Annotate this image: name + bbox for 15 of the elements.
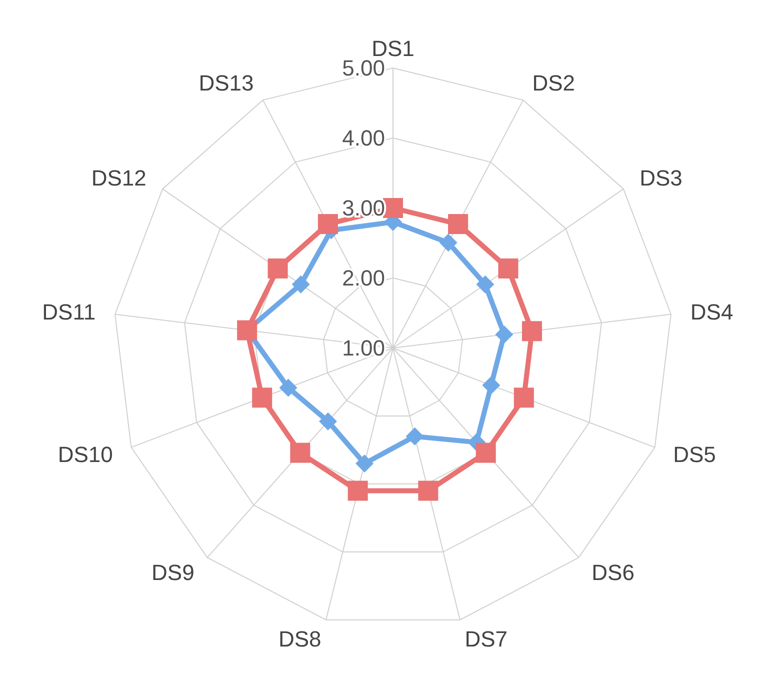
- spoke-label: DS9: [152, 560, 194, 585]
- spoke-label: DS11: [42, 300, 96, 325]
- spoke-label: DS5: [673, 442, 716, 467]
- spoke-label: DS10: [58, 442, 113, 467]
- spoke-label: DS8: [278, 626, 322, 652]
- spoke-label: DS3: [640, 166, 682, 191]
- y-tick-label: 1.00: [342, 336, 385, 361]
- spoke-label: DS7: [464, 626, 508, 652]
- spoke-label: DS13: [198, 70, 254, 96]
- spoke-label: DS12: [91, 166, 146, 191]
- y-tick-label: 2.00: [342, 266, 385, 291]
- spoke-label: DS6: [592, 560, 634, 585]
- spoke-label: DS2: [532, 70, 576, 96]
- spoke-label: DS4: [690, 300, 734, 325]
- y-tick-label: 4.00: [342, 126, 385, 151]
